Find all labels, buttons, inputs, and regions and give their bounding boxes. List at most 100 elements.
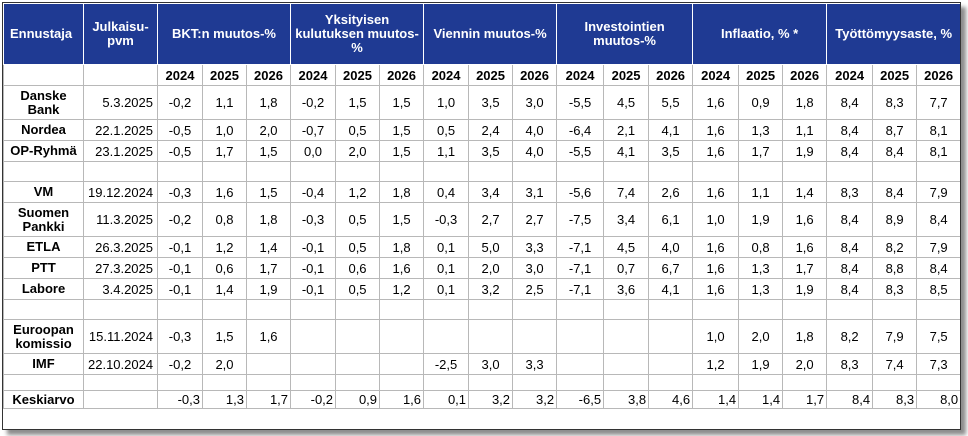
forecaster-name: Labore xyxy=(3,278,84,300)
value-cell xyxy=(512,319,558,354)
value-cell xyxy=(290,353,337,375)
value-cell: 5,0 xyxy=(468,236,514,258)
value-cell: 1,6 xyxy=(692,236,740,258)
value-cell: 1,5 xyxy=(379,119,425,141)
value-cell: 2,7 xyxy=(468,202,514,237)
value-cell: -7,1 xyxy=(556,257,605,279)
value-cell: 8,4 xyxy=(916,257,960,279)
spacer-row xyxy=(3,374,960,391)
value-cell: 8,1 xyxy=(916,140,960,162)
forecaster-name: Danske Bank xyxy=(3,85,84,120)
value-cell: 2,0 xyxy=(782,353,828,375)
value-cell: 1,9 xyxy=(782,278,828,300)
value-cell: 1,1 xyxy=(738,181,784,203)
average-value: -0,3 xyxy=(157,390,203,409)
average-label: Keskiarvo xyxy=(3,390,84,409)
blank-cell xyxy=(83,299,158,320)
value-cell: 3,4 xyxy=(468,181,514,203)
value-cell: 0,1 xyxy=(423,257,470,279)
forecaster-name: Nordea xyxy=(3,119,84,141)
blank-cell xyxy=(692,374,740,391)
value-cell: 3,3 xyxy=(512,236,558,258)
value-cell: 1,6 xyxy=(379,257,425,279)
blank-cell xyxy=(826,374,874,391)
table-row: Suomen Pankki 11.3.2025 -0,2 0,8 1,8 -0,3 0,5 1… xyxy=(3,202,960,237)
value-cell: 0,5 xyxy=(335,278,381,300)
value-cell: 1,1 xyxy=(202,85,247,120)
value-cell: 1,2 xyxy=(335,181,381,203)
value-cell: 1,5 xyxy=(379,202,425,237)
publish-date: 27.3.2025 xyxy=(83,257,158,279)
years-row: 2024 2025 2026 2024 2025 2026 2024 2025 2026 2… xyxy=(3,64,960,86)
blank-cell xyxy=(290,161,337,182)
table-row: PTT 27.3.2025 -0,1 0,6 1,7 -0,1 0,6 1,6 0,1 2,0 3,… xyxy=(3,257,960,279)
value-cell: 1,0 xyxy=(692,319,740,354)
blank-cell xyxy=(423,374,470,391)
forecaster-name: OP-Ryhmä xyxy=(3,140,84,162)
blank-cell xyxy=(738,374,784,391)
forecaster-name: IMF xyxy=(3,353,84,375)
value-cell: 1,6 xyxy=(692,257,740,279)
value-cell: 8,3 xyxy=(872,85,918,120)
value-cell: 1,2 xyxy=(202,236,247,258)
value-cell: 6,7 xyxy=(648,257,694,279)
value-cell: -0,2 xyxy=(157,202,203,237)
year-label: 2025 xyxy=(335,64,381,86)
value-cell: 2,4 xyxy=(468,119,514,141)
blank-cell xyxy=(826,299,874,320)
value-cell: 3,2 xyxy=(468,278,514,300)
blank-cell xyxy=(603,299,650,320)
value-cell: 1,8 xyxy=(782,85,828,120)
value-cell: 3,6 xyxy=(603,278,650,300)
value-cell: 8,1 xyxy=(916,119,960,141)
col-header-investments: Investointien muutos-% xyxy=(556,3,694,65)
value-cell: 8,7 xyxy=(872,119,918,141)
average-value: 0,1 xyxy=(423,390,470,409)
value-cell: 1,0 xyxy=(423,85,470,120)
publish-date: 19.12.2024 xyxy=(83,181,158,203)
value-cell: 3,0 xyxy=(512,257,558,279)
value-cell: 1,8 xyxy=(245,202,292,237)
blank-cell xyxy=(603,374,650,391)
value-cell: -7,1 xyxy=(556,236,605,258)
publish-date: 23.1.2025 xyxy=(83,140,158,162)
value-cell: 1,9 xyxy=(782,140,828,162)
publish-date: 5.3.2025 xyxy=(83,85,158,120)
blank-cell xyxy=(83,161,158,182)
value-cell: -0,1 xyxy=(157,236,203,258)
value-cell: 1,8 xyxy=(782,319,828,354)
blank-cell xyxy=(468,299,514,320)
value-cell: 0,5 xyxy=(335,202,381,237)
blank-cell xyxy=(290,374,337,391)
value-cell: 8,4 xyxy=(826,202,874,237)
average-value: 0,9 xyxy=(335,390,381,409)
blank-cell xyxy=(872,374,918,391)
value-cell: -5,6 xyxy=(556,181,605,203)
value-cell: 1,8 xyxy=(379,236,425,258)
value-cell: 3,0 xyxy=(468,353,514,375)
blank-cell xyxy=(738,299,784,320)
value-cell: 2,0 xyxy=(738,319,784,354)
value-cell: 0,8 xyxy=(738,236,784,258)
year-label: 2024 xyxy=(692,64,740,86)
value-cell: 0,5 xyxy=(423,119,470,141)
value-cell xyxy=(603,319,650,354)
value-cell: 1,7 xyxy=(202,140,247,162)
blank-cell xyxy=(245,374,292,391)
value-cell: -7,1 xyxy=(556,278,605,300)
value-cell: 1,5 xyxy=(379,85,425,120)
value-cell: 3,4 xyxy=(603,202,650,237)
blank-cell xyxy=(916,161,960,182)
value-cell: 2,0 xyxy=(245,119,292,141)
value-cell: 0,4 xyxy=(423,181,470,203)
value-cell: 8,4 xyxy=(826,257,874,279)
value-cell xyxy=(379,353,425,375)
blank-cell xyxy=(648,161,694,182)
value-cell: 7,3 xyxy=(916,353,960,375)
blank-cell xyxy=(916,374,960,391)
value-cell: 1,1 xyxy=(423,140,470,162)
year-label: 2026 xyxy=(245,64,292,86)
blank-cell xyxy=(3,299,84,320)
value-cell: 0,5 xyxy=(335,119,381,141)
value-cell: 4,0 xyxy=(512,140,558,162)
